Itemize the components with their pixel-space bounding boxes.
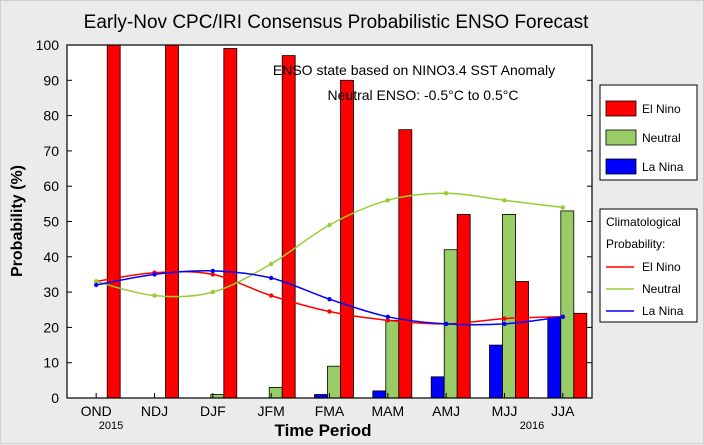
y-axis-label: Probability (%) [9,165,26,277]
climatology-point-neutral-mam [385,198,390,203]
x-axis: OND NDJ DJF JFM FMA MAM AMJ MJJ JJA [81,393,575,419]
y-tick-label-0: 0 [51,390,59,406]
climatology-point-la-nina-djf [210,268,215,274]
climatology-point-neutral-mjj [502,198,507,203]
climatology-legend-subtitle: Probability: [606,237,665,251]
y-tick-label-70: 70 [43,143,59,159]
x-tick-label-ond: OND [81,403,112,419]
year-label-start: 2015 [99,420,123,432]
x-axis-label: Time Period [275,421,372,440]
climatology-legend: Climatological Probability: El Nino Neutral… [599,208,698,323]
y-tick-label-80: 80 [43,108,59,124]
bar-legend: El Nino Neutral La Nina [599,84,698,181]
climatology-point-neutral-djf [210,289,215,295]
climatology-lines [94,191,565,327]
x-tick-label-djf: DJF [200,403,226,419]
x-tick-label-mam: MAM [371,403,404,419]
climatology-point-neutral-ond [94,279,99,284]
bar-la-nina-mjj [489,344,503,399]
y-tick-label-20: 20 [43,319,59,335]
x-tick-label-jfm: JFM [258,403,285,419]
chart-title: Early-Nov CPC/IRI Consensus Probabilisti… [84,12,589,33]
bar-neutral-mjj [502,213,516,399]
bar-el-nino-mjj [515,281,529,399]
climatology-point-la-nina-jja [560,314,565,319]
y-tick-label-10: 10 [43,355,59,371]
climatology-point-la-nina-mam [385,314,390,319]
climatology-legend-label-neutral: Neutral [642,282,681,296]
bar-legend-swatch-neutral [605,129,637,146]
climatology-point-la-nina-ndj [152,272,157,277]
bar-legend-swatch-la-nina [605,158,637,175]
bar-legend-swatch-el-nino [605,100,637,117]
climatology-legend-label-el-nino: El Nino [642,260,681,274]
x-tick-label-fma: FMA [315,403,345,419]
y-tick-label-60: 60 [43,178,59,194]
bar-neutral-mam [385,319,400,399]
climatology-legend-label-la-nina: La Nina [642,304,684,318]
y-tick-label-100: 100 [36,37,60,53]
climatology-point-la-nina-jfm [269,275,274,281]
bar-el-nino-fma [340,79,354,399]
bar-legend-label-el-nino: El Nino [642,102,681,116]
climatology-point-el-nino-mam [385,318,390,323]
climatology-point-la-nina-amj [444,321,449,327]
climatology-point-neutral-jfm [269,261,274,267]
bar-la-nina-mam [372,390,387,399]
bar-layer [106,44,588,399]
annotation-neutral-range: Neutral ENSO: -0.5°C to 0.5°C [328,87,519,103]
y-tick-label-30: 30 [43,284,59,300]
year-label-end: 2016 [520,420,544,432]
climatology-point-el-nino-mjj [502,316,507,321]
x-tick-label-mjj: MJJ [492,403,518,419]
climatology-point-la-nina-fma [327,297,332,302]
annotation-enso-state: ENSO state based on NINO3.4 SST Anomaly [273,62,555,78]
bar-el-nino-jfm [281,55,296,399]
climatology-point-el-nino-fma [327,309,332,314]
x-tick-label-jja: JJA [551,403,575,419]
bar-el-nino-djf [223,48,238,399]
climatology-point-neutral-jja [560,205,565,210]
climatology-legend-title: Climatological [606,215,681,229]
bar-legend-label-neutral: Neutral [642,131,681,145]
climatology-point-la-nina-mjj [502,321,507,327]
climatology-point-el-nino-djf [210,272,215,277]
climatology-point-neutral-fma [327,222,332,228]
climatology-point-el-nino-jfm [269,293,274,298]
climatology-point-neutral-amj [444,191,449,196]
y-tick-label-40: 40 [43,249,59,265]
y-tick-label-50: 50 [43,214,59,230]
x-tick-label-ndj: NDJ [141,403,168,419]
bar-el-nino-jja [573,312,588,399]
bar-el-nino-ndj [165,44,179,399]
x-tick-label-amj: AMJ [432,403,460,419]
bar-la-nina-amj [430,376,445,399]
y-tick-label-90: 90 [43,72,59,88]
bar-el-nino-mam [398,129,413,399]
climatology-point-la-nina-ond [94,282,99,288]
bar-el-nino-ond [106,44,121,399]
bar-el-nino-amj [456,213,471,399]
bar-legend-label-la-nina: La Nina [642,160,684,174]
climatology-legend-box [599,208,698,323]
y-axis: 0 10 20 30 40 50 60 70 80 90 100 [36,37,592,406]
bar-neutral-jja [560,210,575,399]
climatology-point-neutral-ndj [152,293,157,298]
bar-la-nina-jja [547,316,562,399]
